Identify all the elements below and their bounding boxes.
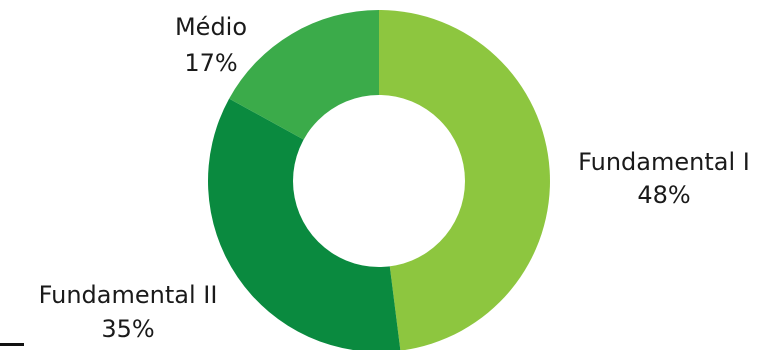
slice-fundamental-ii (207, 98, 401, 350)
donut-hole (293, 95, 465, 267)
slice-label-value-fundamental-ii: 35% (101, 315, 154, 343)
corner-rule (0, 343, 24, 346)
slice-label-value-medio: 17% (184, 49, 237, 77)
slice-label-name-fundamental-i: Fundamental I (578, 148, 750, 176)
slice-label-value-fundamental-i: 48% (637, 181, 690, 209)
slice-label-name-medio: Médio (175, 13, 247, 41)
slice-label-name-fundamental-ii: Fundamental II (39, 281, 218, 309)
